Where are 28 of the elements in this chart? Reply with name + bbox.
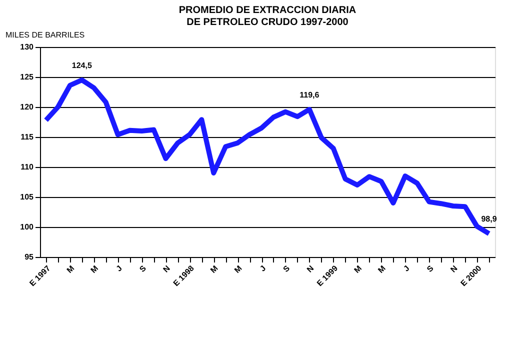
y-tick-label: 120 bbox=[20, 102, 34, 112]
data-label: 119,6 bbox=[300, 90, 320, 100]
chart-title: PROMEDIO DE EXTRACCION DIARIA DE PETROLEO CRUDO 1997-2000 bbox=[178, 5, 356, 28]
y-tick-label: 105 bbox=[20, 192, 34, 202]
y-tick-label: 125 bbox=[20, 72, 34, 82]
x-tick-label: M bbox=[65, 264, 76, 275]
y-tick-label: 115 bbox=[20, 132, 34, 142]
y-tick-label: 130 bbox=[20, 42, 34, 52]
data-label: 98,9 bbox=[481, 214, 498, 224]
y-axis-title: MILES DE BARRILES bbox=[6, 30, 85, 40]
x-tick-label: J bbox=[258, 264, 268, 274]
x-tick-label: N bbox=[305, 264, 316, 274]
x-tick-label: M bbox=[352, 264, 364, 275]
x-tick-label: M bbox=[88, 264, 100, 275]
data-label: 124,5 bbox=[72, 61, 92, 70]
x-tick-label: S bbox=[281, 263, 292, 274]
x-tick-label: N bbox=[161, 264, 172, 274]
x-tick-label: N bbox=[448, 264, 460, 274]
x-tick-label: M bbox=[376, 264, 388, 275]
x-tick-label: M bbox=[232, 264, 244, 275]
y-tick-label: 110 bbox=[20, 162, 34, 172]
x-tick-label: J bbox=[114, 264, 124, 274]
y-tick-label: 100 bbox=[20, 222, 34, 232]
x-tick-label: S bbox=[138, 263, 148, 274]
x-tick-label: J bbox=[402, 264, 412, 274]
x-tick-label: M bbox=[208, 264, 220, 275]
y-tick-label: 95 bbox=[24, 252, 34, 262]
x-tick-label: S bbox=[425, 263, 436, 274]
